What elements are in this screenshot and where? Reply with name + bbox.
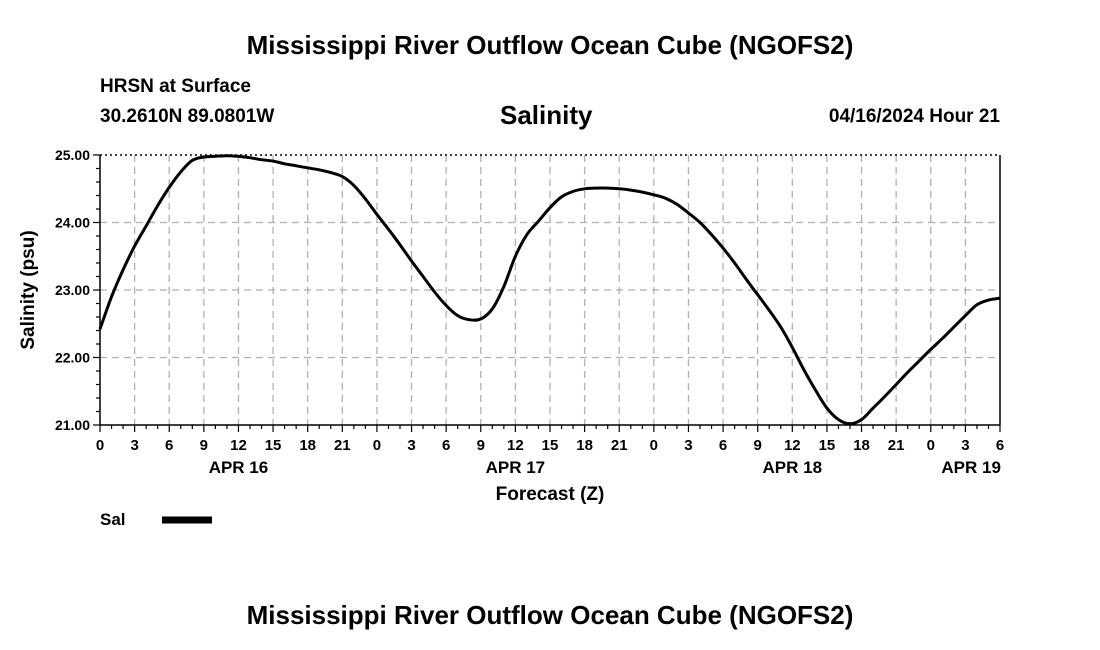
x-tick-label: 6 [442,437,450,454]
x-tick-label: 12 [507,437,524,454]
y-tick-label: 21.00 [55,417,90,433]
legend-label: Sal [100,510,126,529]
x-tick-label: 18 [576,437,593,454]
y-tick-label: 24.00 [55,215,90,231]
x-tick-label: 15 [265,437,282,454]
x-tick-label: 12 [230,437,247,454]
y-axis-label: Salinity (psu) [18,230,39,349]
footer-title: Mississippi River Outflow Ocean Cube (NG… [246,600,854,630]
x-tick-label: 21 [888,437,905,454]
x-tick-label: 3 [407,437,415,454]
x-tick-label: 15 [819,437,836,454]
x-tick-label: 15 [542,437,559,454]
x-tick-label: 0 [96,437,104,454]
y-tick-label: 25.00 [55,147,90,163]
x-tick-label: 9 [477,437,485,454]
x-tick-label: 9 [200,437,208,454]
x-tick-label: 3 [961,437,969,454]
station-label: HRSN at Surface [100,76,251,97]
datetime-label: 04/16/2024 Hour 21 [828,106,1000,127]
x-tick-label: 0 [927,437,935,454]
coordinates-label: 30.2610N 89.0801W [100,106,275,127]
x-axis-label: Forecast (Z) [496,484,605,505]
day-label: APR 17 [486,458,546,477]
day-label: APR 19 [941,458,1001,477]
x-tick-label: 6 [719,437,727,454]
series-line-sal [98,154,1001,426]
x-tick-label: 6 [996,437,1004,454]
x-tick-label: 12 [784,437,801,454]
day-label: APR 16 [209,458,269,477]
x-tick-label: 3 [130,437,138,454]
page-title: Mississippi River Outflow Ocean Cube (NG… [246,30,854,60]
y-tick-label: 23.00 [55,282,90,298]
x-tick-label: 18 [299,437,316,454]
x-tick-label: 0 [373,437,381,454]
y-tick-label: 22.00 [55,350,90,366]
x-tick-label: 21 [611,437,628,454]
x-tick-label: 9 [754,437,762,454]
day-label: APR 18 [763,458,823,477]
x-tick-label: 6 [165,437,173,454]
x-tick-label: 21 [334,437,351,454]
x-tick-label: 0 [650,437,658,454]
x-tick-label: 3 [684,437,692,454]
chart-title: Salinity [500,100,593,130]
x-tick-label: 18 [853,437,870,454]
